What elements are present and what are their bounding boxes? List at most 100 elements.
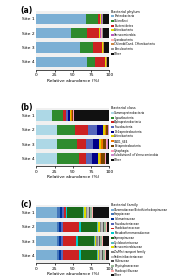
Bar xyxy=(36,207,57,217)
Bar xyxy=(104,222,106,232)
Bar xyxy=(64,207,66,217)
Bar xyxy=(102,14,103,24)
Bar xyxy=(36,250,57,260)
Bar xyxy=(36,236,57,246)
Bar xyxy=(86,153,92,164)
Bar xyxy=(103,139,106,149)
Bar xyxy=(61,236,63,246)
Bar xyxy=(108,139,109,149)
Bar xyxy=(103,125,105,135)
Bar xyxy=(105,57,106,67)
Bar xyxy=(79,153,86,164)
Bar xyxy=(94,236,95,246)
Bar xyxy=(63,111,66,121)
Bar xyxy=(63,222,79,232)
Legend: Chromatiaceae/Ectothiorhodospiraceae, Stappiaceae, Idiomarinaceae, Flavobacteria: Chromatiaceae/Ectothiorhodospiraceae, St… xyxy=(111,203,169,277)
Bar xyxy=(59,222,61,232)
Bar xyxy=(79,222,81,232)
Bar xyxy=(100,153,101,164)
Bar xyxy=(101,153,105,164)
Bar xyxy=(36,57,87,67)
Bar xyxy=(92,153,98,164)
Bar xyxy=(97,250,98,260)
Bar xyxy=(78,236,94,246)
Bar xyxy=(72,111,73,121)
Bar xyxy=(103,14,109,24)
Bar xyxy=(57,222,59,232)
Bar xyxy=(87,28,99,39)
Bar xyxy=(57,139,77,149)
Text: (c): (c) xyxy=(20,200,32,209)
Legend: Gammaproteobacteria, Ignavibacteria, Alphaproteobacteria, Flavobacteria, Deltapr: Gammaproteobacteria, Ignavibacteria, Alp… xyxy=(111,106,159,162)
Bar xyxy=(95,236,96,246)
Bar xyxy=(62,207,64,217)
Bar xyxy=(103,236,109,246)
Bar xyxy=(81,250,97,260)
Bar xyxy=(102,236,103,246)
Text: (b): (b) xyxy=(20,103,33,112)
Bar xyxy=(101,139,103,149)
Bar xyxy=(98,153,100,164)
Bar xyxy=(84,207,86,217)
Bar xyxy=(57,236,59,246)
Bar xyxy=(108,125,109,135)
Bar xyxy=(89,207,90,217)
Bar xyxy=(71,28,87,39)
Bar xyxy=(99,236,100,246)
Bar xyxy=(106,139,107,149)
Bar xyxy=(106,250,109,260)
Bar xyxy=(71,111,72,121)
Bar xyxy=(68,111,70,121)
Bar xyxy=(98,250,99,260)
Bar xyxy=(106,125,108,135)
Bar xyxy=(92,207,93,217)
Bar xyxy=(57,153,79,164)
Bar xyxy=(59,250,61,260)
Text: (a): (a) xyxy=(20,6,33,16)
Bar xyxy=(63,250,79,260)
Bar xyxy=(75,125,88,135)
Bar xyxy=(93,42,102,53)
Bar xyxy=(98,236,99,246)
Bar xyxy=(107,222,109,232)
Bar xyxy=(103,250,105,260)
Bar xyxy=(73,111,74,121)
Bar xyxy=(106,153,109,164)
Bar xyxy=(102,28,103,39)
Bar xyxy=(67,207,83,217)
Bar xyxy=(36,42,80,53)
Bar xyxy=(97,125,103,135)
Bar xyxy=(36,222,57,232)
Bar xyxy=(97,222,98,232)
Bar xyxy=(105,250,106,260)
X-axis label: Relative abundance (%): Relative abundance (%) xyxy=(47,272,99,276)
Bar xyxy=(86,139,93,149)
Legend: Proteobacteria, Chloroflexi, Bacteroidetes, Actinobacteria, Verrucomicrobia, Cya: Proteobacteria, Chloroflexi, Bacteroidet… xyxy=(111,9,155,56)
Bar xyxy=(99,139,101,149)
Bar xyxy=(101,14,102,24)
Bar xyxy=(102,42,103,53)
Bar xyxy=(105,125,106,135)
Bar xyxy=(100,250,102,260)
Bar xyxy=(79,250,81,260)
Bar xyxy=(61,222,63,232)
Bar xyxy=(76,236,78,246)
X-axis label: Relative abundance (%): Relative abundance (%) xyxy=(47,175,99,179)
Bar xyxy=(93,139,99,149)
Bar xyxy=(100,236,102,246)
Bar xyxy=(63,236,76,246)
Bar xyxy=(66,111,68,121)
Bar xyxy=(100,28,101,39)
Bar xyxy=(36,125,57,135)
Bar xyxy=(100,14,101,24)
Bar xyxy=(61,250,63,260)
Bar xyxy=(59,236,61,246)
Bar xyxy=(36,153,57,164)
Bar xyxy=(77,139,86,149)
Bar xyxy=(80,42,93,53)
Bar xyxy=(36,14,86,24)
Bar xyxy=(99,28,100,39)
Bar xyxy=(52,111,63,121)
Bar xyxy=(87,207,89,217)
Bar xyxy=(107,57,109,67)
